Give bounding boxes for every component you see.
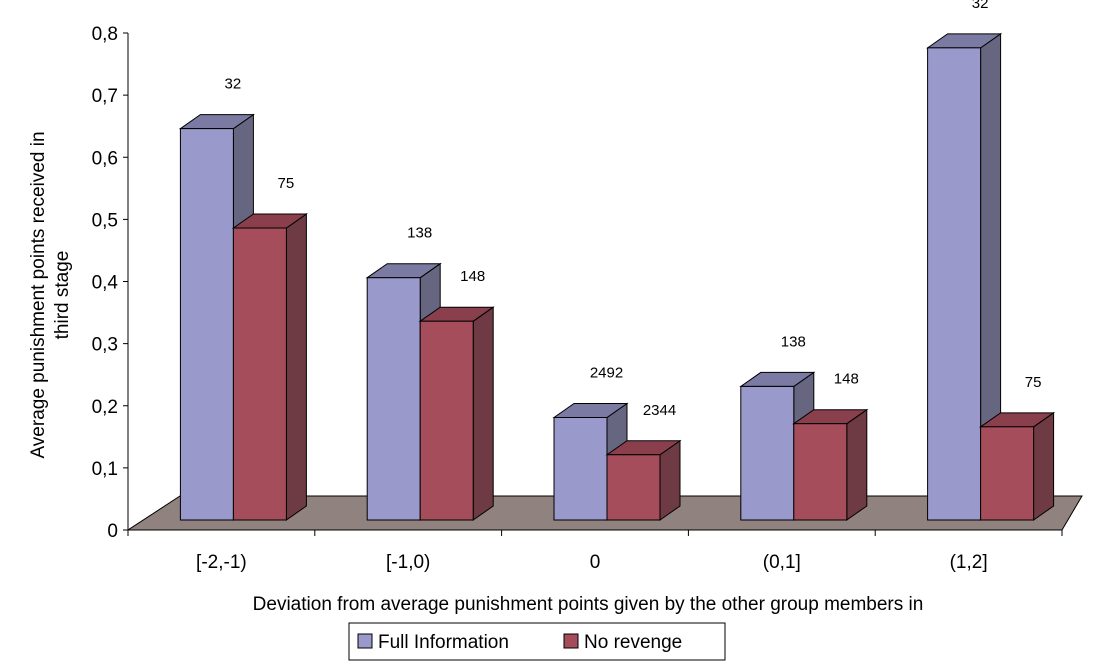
data-label-no-revenge-1: 75 <box>278 175 295 192</box>
y-tick-label: 0,8 <box>92 24 118 45</box>
y-axis-title-line-2: third stage <box>52 251 73 340</box>
x-tick-label-4: (0,1] <box>763 552 801 573</box>
data-label-no-revenge-3: 2344 <box>643 402 676 419</box>
bar-no-revenge-5 <box>979 411 1056 521</box>
x-tick-label-3: 0 <box>590 552 601 573</box>
legend-swatch-full-information <box>357 633 373 649</box>
legend-label-no-revenge: No revenge <box>584 632 682 653</box>
data-label-full-information-2: 138 <box>407 225 432 242</box>
y-tick-label: 0,7 <box>92 86 118 107</box>
y-tick-label: 0,3 <box>92 335 118 356</box>
y-tick-label: 0,4 <box>92 273 119 294</box>
bar-full-information-5 <box>926 32 1003 521</box>
y-tick-label: 0,2 <box>92 397 118 418</box>
y-tick-label: 0,5 <box>92 210 118 231</box>
x-axis-title: Deviation from average punishment points… <box>253 594 924 615</box>
y-tick-label: 0,6 <box>92 148 118 169</box>
bar-no-revenge-1 <box>231 213 308 521</box>
bar-no-revenge-3 <box>605 439 682 521</box>
x-tick-label-5: (1,2] <box>950 552 988 573</box>
legend: Full Information No revenge <box>348 622 726 661</box>
data-label-full-information-1: 32 <box>225 76 242 93</box>
data-label-no-revenge-2: 148 <box>460 268 485 285</box>
data-label-full-information-5: 32 <box>972 0 989 12</box>
bar-no-revenge-4 <box>792 408 869 521</box>
legend-swatch-no-revenge <box>563 633 579 649</box>
data-label-full-information-4: 138 <box>781 333 806 350</box>
bar-no-revenge-2 <box>418 306 495 521</box>
data-label-no-revenge-5: 75 <box>1025 374 1042 391</box>
x-tick-label-2: [-1,0) <box>386 552 430 573</box>
legend-label-full-information: Full Information <box>378 632 509 653</box>
y-tick-label: 0 <box>107 521 118 542</box>
data-label-no-revenge-4: 148 <box>834 371 859 388</box>
data-label-full-information-3: 2492 <box>590 364 623 381</box>
y-tick-label: 0,1 <box>92 459 118 480</box>
x-tick-label-1: [-2,-1) <box>196 552 247 573</box>
y-axis-title-line-1: Average punishment points received in <box>28 131 49 458</box>
